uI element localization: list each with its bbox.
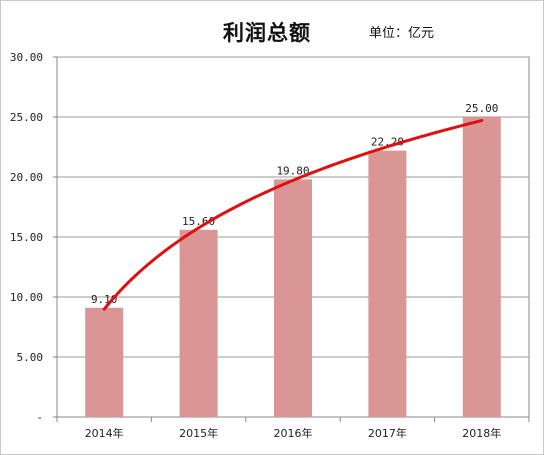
bar	[274, 179, 312, 417]
bar	[85, 307, 124, 417]
bar	[368, 150, 407, 417]
x-tick-label: 2018年	[462, 426, 501, 440]
chart-title: 利润总额	[223, 21, 311, 45]
bar	[462, 117, 501, 417]
x-tick-label: 2015年	[179, 426, 218, 440]
x-tick-label: 2017年	[368, 426, 407, 440]
y-tick-label: -	[36, 411, 43, 424]
y-tick-label: 25.00	[10, 111, 43, 124]
y-tick-label: 5.00	[17, 351, 44, 364]
unit-label: 单位：亿元	[369, 26, 435, 41]
y-tick-label: 20.00	[10, 171, 43, 184]
bar	[179, 229, 218, 417]
data-label: 25.00	[465, 102, 498, 115]
trendline	[102, 119, 484, 311]
data-label: 19.80	[276, 164, 309, 177]
x-tick-label: 2014年	[85, 426, 124, 440]
y-tick-label: 30.00	[10, 51, 43, 64]
y-tick-label: 10.00	[10, 291, 43, 304]
y-tick-label: 15.00	[10, 231, 43, 244]
x-tick-label: 2016年	[274, 426, 313, 440]
